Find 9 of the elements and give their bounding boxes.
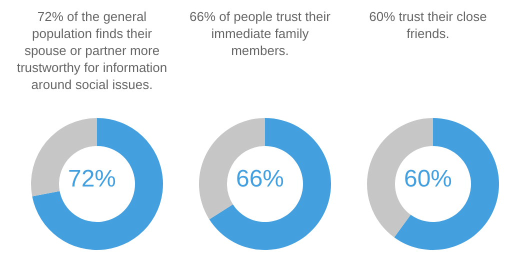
donut-slice: [209, 118, 331, 250]
chart-title: 66% of people trust their immediate family members.: [188, 8, 332, 60]
text: 72%: [68, 166, 116, 192]
text: 66%: [236, 166, 284, 192]
chart-title: 72% of the general population finds their spouse or partner more trustworthy for information around social issues.: [16, 8, 168, 94]
donut-slice: [394, 118, 499, 250]
text: 60%: [404, 166, 452, 192]
donut-slice: [32, 118, 163, 250]
chart-title: 60% trust their close friends.: [368, 8, 488, 43]
